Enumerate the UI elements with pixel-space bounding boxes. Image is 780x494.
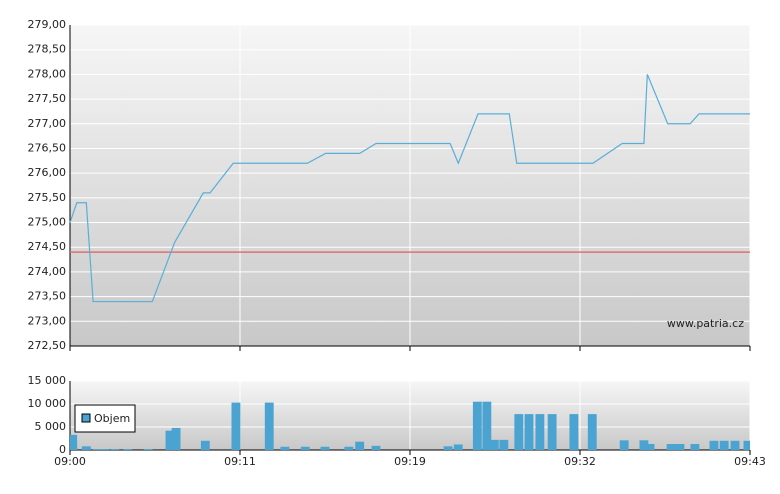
volume-bar bbox=[165, 430, 175, 450]
volume-bar bbox=[371, 445, 381, 450]
y-tick-label: 273,50 bbox=[28, 290, 67, 303]
y-tick-label: 10 000 bbox=[28, 397, 67, 410]
volume-bar bbox=[110, 449, 120, 450]
y-tick-label: 0 bbox=[59, 443, 66, 456]
y-tick-label: 278,50 bbox=[28, 43, 67, 56]
y-tick-label: 275,00 bbox=[28, 216, 67, 229]
price-line bbox=[69, 74, 750, 303]
volume-bar bbox=[81, 446, 91, 450]
volume-bar bbox=[70, 434, 78, 450]
volume-bar bbox=[514, 414, 524, 450]
volume-bar bbox=[171, 427, 181, 450]
volume-bar bbox=[619, 440, 629, 450]
y-tick-label: 277,50 bbox=[28, 92, 67, 105]
y-tick-label: 278,00 bbox=[28, 67, 67, 80]
volume-bar bbox=[344, 446, 354, 450]
y-tick-label: 276,00 bbox=[28, 166, 67, 179]
volume-bar bbox=[231, 402, 241, 450]
volume-bar bbox=[709, 440, 719, 450]
volume-bar bbox=[123, 449, 133, 450]
y-tick-label: 276,50 bbox=[28, 141, 67, 154]
volume-bar bbox=[453, 444, 463, 450]
x-tick-label: 09:11 bbox=[224, 455, 256, 468]
x-tick-label: 09:00 bbox=[54, 455, 86, 468]
volume-bar bbox=[320, 446, 330, 450]
volume-bar bbox=[730, 440, 740, 450]
volume-bar bbox=[524, 414, 534, 450]
volume-bar bbox=[355, 441, 365, 450]
x-tick-label: 09:32 bbox=[564, 455, 596, 468]
volume-bar bbox=[719, 440, 729, 450]
x-tick-label: 09:43 bbox=[734, 455, 766, 468]
y-tick-label: 275,50 bbox=[28, 191, 67, 204]
volume-bar bbox=[675, 444, 685, 450]
volume-bar bbox=[300, 446, 310, 450]
volume-bar bbox=[200, 440, 210, 450]
volume-bar bbox=[264, 402, 274, 450]
y-tick-label: 272,50 bbox=[28, 339, 67, 352]
x-tick-label: 09:19 bbox=[394, 455, 426, 468]
volume-bar bbox=[666, 444, 676, 450]
volume-bar bbox=[443, 446, 453, 450]
volume-bar bbox=[587, 414, 597, 450]
volume-bar bbox=[535, 414, 545, 450]
y-tick-label: 274,00 bbox=[28, 265, 67, 278]
volume-bar bbox=[743, 440, 750, 450]
legend-swatch bbox=[81, 413, 91, 423]
volume-bar bbox=[690, 444, 700, 450]
y-tick-label: 273,00 bbox=[28, 314, 67, 327]
y-tick-label: 15 000 bbox=[28, 374, 67, 387]
volume-bar bbox=[569, 414, 579, 450]
watermark: www.patria.cz bbox=[667, 317, 744, 330]
volume-bar bbox=[489, 439, 499, 450]
y-tick-label: 277,00 bbox=[28, 117, 67, 130]
volume-bar bbox=[280, 446, 290, 450]
volume-bar bbox=[499, 439, 509, 450]
volume-bar bbox=[472, 401, 482, 450]
volume-bar bbox=[639, 440, 649, 450]
volume-bar bbox=[92, 449, 102, 450]
legend-label: Objem bbox=[94, 412, 130, 425]
y-tick-label: 5 000 bbox=[35, 420, 67, 433]
volume-bar bbox=[100, 449, 110, 450]
volume-bar bbox=[143, 449, 153, 450]
volume-bar bbox=[547, 414, 557, 450]
volume-bar bbox=[645, 444, 655, 450]
y-tick-label: 274,50 bbox=[28, 240, 67, 253]
volume-bar bbox=[482, 401, 492, 450]
y-tick-label: 279,00 bbox=[28, 18, 67, 31]
